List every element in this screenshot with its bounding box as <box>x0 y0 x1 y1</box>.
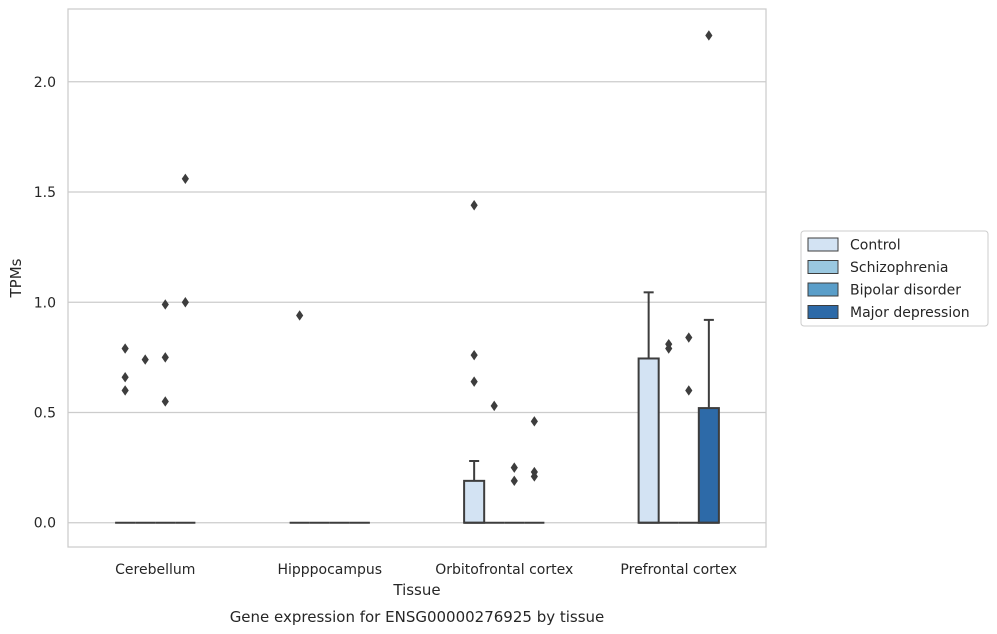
legend: Control Schizophrenia Bipolar disorder Majo… <box>800 230 989 327</box>
box-series <box>115 30 720 524</box>
outlier-point <box>141 354 149 365</box>
x-tick-labels: Cerebellum Hipppocampus Orbitofrontal cort… <box>115 562 737 578</box>
box-body <box>463 479 486 524</box>
box-body <box>637 357 660 524</box>
box-group <box>637 291 660 524</box>
outlier-point <box>705 30 713 41</box>
y-tick-label: 1.5 <box>34 185 56 201</box>
x-tick-label: Cerebellum <box>115 562 195 578</box>
outlier-point <box>161 352 169 363</box>
box-group <box>484 400 505 524</box>
x-tick-label: Orbitofrontal cortex <box>435 562 573 578</box>
legend-label: Control <box>850 238 901 254</box>
outlier-point <box>685 385 693 396</box>
box-group <box>115 343 136 524</box>
x-tick-label: Hipppocampus <box>277 562 382 578</box>
y-tick-label: 0.0 <box>34 516 56 532</box>
legend-label: Schizophrenia <box>850 260 948 276</box>
x-axis-label: Tissue <box>392 581 440 599</box>
outlier-point <box>470 376 478 387</box>
outlier-point <box>470 200 478 211</box>
x-tick-label: Prefrontal cortex <box>620 562 737 578</box>
box-group <box>463 200 486 524</box>
outlier-point <box>181 297 189 308</box>
box-group <box>697 30 720 524</box>
outlier-point <box>121 385 129 396</box>
legend-frame <box>800 230 989 327</box>
y-tick-label: 0.5 <box>34 406 56 422</box>
y-tick-label: 1.0 <box>34 295 56 311</box>
box-group <box>678 332 699 524</box>
gridlines <box>68 81 766 524</box>
outlier-point <box>181 173 189 184</box>
legend-swatch <box>807 282 839 297</box>
outlier-point <box>121 343 129 354</box>
box-group <box>524 416 545 524</box>
legend-label: Major depression <box>850 305 970 321</box>
outlier-point <box>510 462 518 473</box>
outlier-point <box>490 400 498 412</box>
box-group <box>504 462 525 524</box>
legend-swatch <box>807 237 839 252</box>
box-group <box>135 354 156 524</box>
y-axis-label: TPMs <box>7 258 25 298</box>
outlier-point <box>665 338 673 350</box>
box-group <box>155 299 176 524</box>
y-tick-label: 2.0 <box>34 75 56 91</box>
outlier-point <box>530 466 538 478</box>
outlier-point <box>530 416 538 427</box>
outlier-point <box>510 475 518 487</box>
outlier-point <box>161 396 169 407</box>
outlier-point <box>161 299 169 310</box>
legend-swatch <box>807 305 839 319</box>
outlier-point <box>296 310 304 321</box>
box-body <box>697 407 720 524</box>
legend-label: Bipolar disorder <box>850 283 961 299</box>
y-tick-labels: 0.0 0.5 1.0 1.5 2.0 <box>34 75 56 532</box>
outlier-point <box>121 372 129 383</box>
legend-swatch <box>807 260 839 274</box>
box-group <box>658 338 679 524</box>
outlier-point <box>685 332 693 343</box>
box-group <box>175 173 196 524</box>
plot-frame <box>67 8 767 548</box>
chart-caption: Gene expression for ENSG00000276925 by t… <box>230 608 605 626</box>
box-group <box>289 310 310 524</box>
outlier-point <box>470 349 478 361</box>
